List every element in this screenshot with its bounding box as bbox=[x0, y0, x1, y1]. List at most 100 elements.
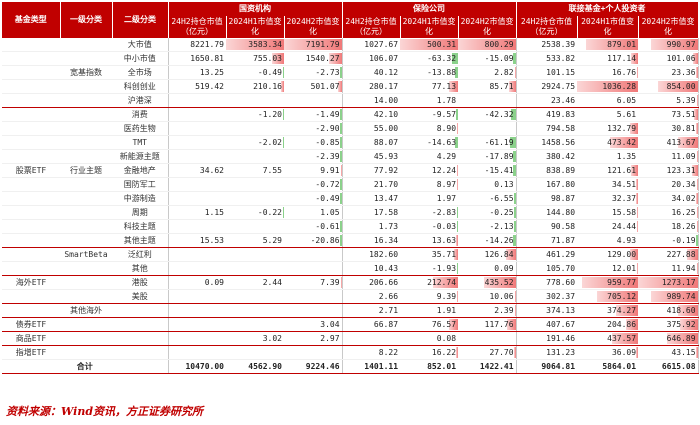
level1-cell bbox=[60, 206, 112, 220]
value-text: 10.06 bbox=[489, 292, 513, 301]
value-bar bbox=[697, 151, 698, 162]
value-cell: 2.82 bbox=[458, 66, 516, 80]
value-text: 101.15 bbox=[546, 68, 575, 77]
value-text: 88.07 bbox=[374, 138, 398, 147]
value-text: -1.49 bbox=[315, 110, 339, 119]
fund-type-cell bbox=[2, 304, 60, 318]
level1-cell bbox=[60, 150, 112, 164]
value-cell: 18.26 bbox=[638, 220, 698, 234]
value-cell: 407.67 bbox=[516, 318, 577, 332]
value-text: 5.61 bbox=[617, 110, 636, 119]
level2-cell: 科技主题 bbox=[112, 220, 168, 234]
value-text: -1.20 bbox=[258, 110, 282, 119]
value-text: 4.93 bbox=[617, 236, 636, 245]
value-cell: 380.42 bbox=[516, 150, 577, 164]
value-text: 16.25 bbox=[671, 208, 695, 217]
value-text: 8221.79 bbox=[190, 40, 224, 49]
value-text: 533.82 bbox=[546, 54, 575, 63]
value-cell: 3583.34 bbox=[226, 38, 284, 52]
value-cell bbox=[226, 262, 284, 276]
value-cell: 11.09 bbox=[638, 150, 698, 164]
value-cell: 419.83 bbox=[516, 108, 577, 122]
value-cell: 4.93 bbox=[577, 234, 638, 248]
fund-type-cell bbox=[2, 122, 60, 136]
value-cell: 879.01 bbox=[577, 38, 638, 52]
level1-cell bbox=[60, 220, 112, 234]
subheader: 2024H2市值变化 bbox=[284, 16, 342, 38]
fund-type-cell: 海外ETF bbox=[2, 276, 60, 290]
value-cell bbox=[458, 94, 516, 108]
value-text: 204.86 bbox=[607, 320, 636, 329]
value-text: 212.74 bbox=[427, 278, 456, 287]
fund-type-cell bbox=[2, 262, 60, 276]
value-text: 2.66 bbox=[379, 292, 398, 301]
level2-cell: 其他 bbox=[112, 262, 168, 276]
value-text: 3.02 bbox=[263, 334, 282, 343]
value-cell: -2.90 bbox=[284, 122, 342, 136]
value-text: 206.66 bbox=[369, 278, 398, 287]
value-cell bbox=[226, 178, 284, 192]
value-cell: 15.53 bbox=[168, 234, 226, 248]
value-text: 7.39 bbox=[320, 278, 339, 287]
value-text: -0.85 bbox=[315, 138, 339, 147]
value-cell: -0.25 bbox=[458, 206, 516, 220]
value-text: -0.72 bbox=[315, 180, 339, 189]
total-value: 852.01 bbox=[400, 360, 458, 374]
value-cell: 1027.67 bbox=[342, 38, 400, 52]
value-cell: 8.90 bbox=[400, 122, 458, 136]
value-text: 20.34 bbox=[671, 180, 695, 189]
value-text: 23.46 bbox=[551, 96, 575, 105]
level1-cell bbox=[60, 332, 112, 346]
value-cell: 121.61 bbox=[577, 164, 638, 178]
level2-cell bbox=[112, 346, 168, 360]
value-text: 0.13 bbox=[494, 180, 513, 189]
value-text: 43.15 bbox=[671, 348, 695, 357]
value-cell: 1.15 bbox=[168, 206, 226, 220]
value-cell: 16.25 bbox=[638, 206, 698, 220]
value-cell: 117.76 bbox=[458, 318, 516, 332]
value-cell: 23.36 bbox=[638, 66, 698, 80]
value-cell: 73.51 bbox=[638, 108, 698, 122]
value-cell: 34.02 bbox=[638, 192, 698, 206]
value-bar bbox=[696, 123, 697, 134]
level1-cell: 其他海外 bbox=[60, 304, 112, 318]
value-cell: -1.20 bbox=[226, 108, 284, 122]
value-cell: 375.92 bbox=[638, 318, 698, 332]
value-cell: 212.74 bbox=[400, 276, 458, 290]
value-text: 2.39 bbox=[494, 306, 513, 315]
value-cell: 8.22 bbox=[342, 346, 400, 360]
value-text: 380.42 bbox=[546, 152, 575, 161]
value-cell: 77.13 bbox=[400, 80, 458, 94]
value-bar bbox=[696, 67, 697, 78]
value-cell: 2.66 bbox=[342, 290, 400, 304]
value-text: 126.84 bbox=[485, 250, 514, 259]
value-cell: 280.17 bbox=[342, 80, 400, 94]
value-cell: 0.08 bbox=[400, 332, 458, 346]
value-cell: 989.74 bbox=[638, 290, 698, 304]
value-cell bbox=[226, 346, 284, 360]
value-text: 838.89 bbox=[546, 166, 575, 175]
value-cell: 132.79 bbox=[577, 122, 638, 136]
value-cell bbox=[168, 136, 226, 150]
level2-cell: 中小市值 bbox=[112, 52, 168, 66]
total-value: 6615.08 bbox=[638, 360, 698, 374]
value-text: 1.91 bbox=[437, 306, 456, 315]
value-cell: 990.97 bbox=[638, 38, 698, 52]
value-cell bbox=[226, 192, 284, 206]
level1-cell bbox=[60, 52, 112, 66]
level2-cell: 消费 bbox=[112, 108, 168, 122]
fund-type-cell bbox=[2, 94, 60, 108]
value-text: 12.01 bbox=[612, 264, 636, 273]
value-cell: -2.02 bbox=[226, 136, 284, 150]
value-text: 77.92 bbox=[374, 166, 398, 175]
value-cell: 0.09 bbox=[168, 276, 226, 290]
value-cell bbox=[284, 262, 342, 276]
value-text: 123.31 bbox=[667, 166, 696, 175]
level2-cell: 其他主题 bbox=[112, 234, 168, 248]
